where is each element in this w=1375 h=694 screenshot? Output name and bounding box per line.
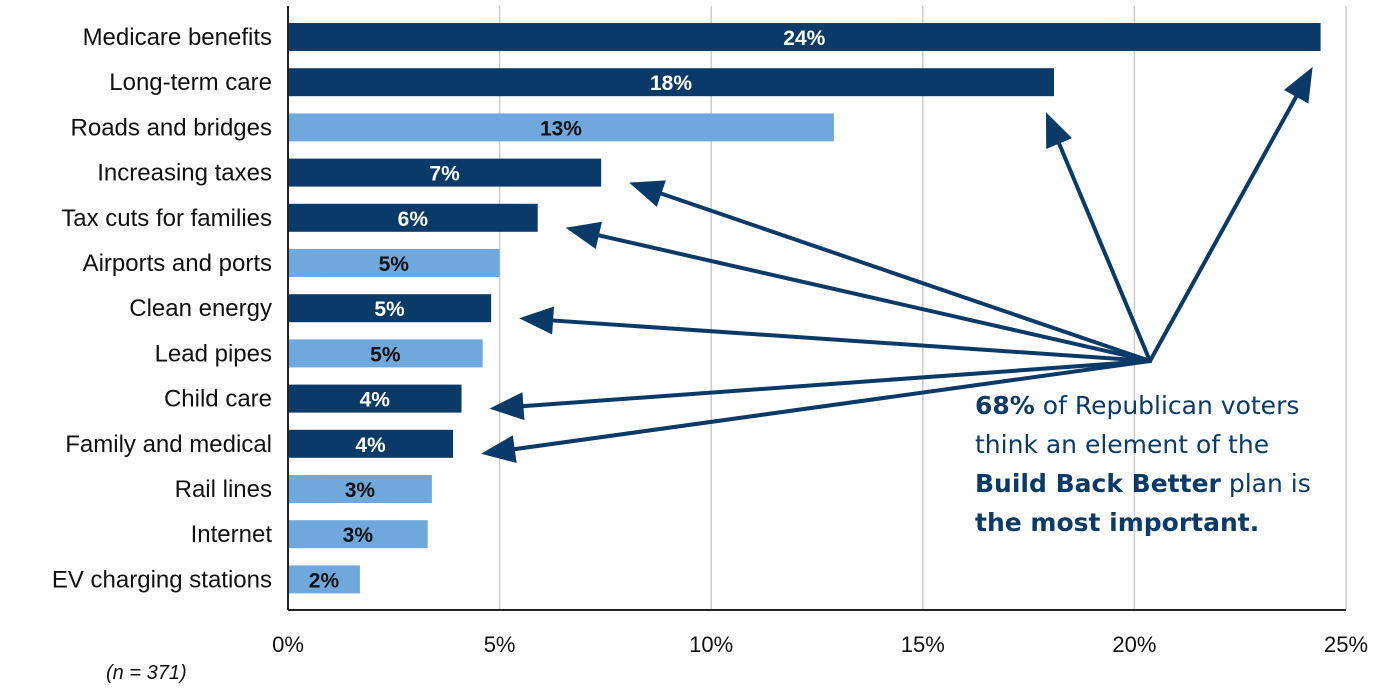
category-label: Family and medical [65,431,272,458]
bar-value-label: 3% [343,524,374,547]
bar-value-label: 18% [650,72,692,95]
category-label: Roads and bridges [71,114,272,141]
annotation-arrow-head [1045,112,1073,149]
annotation-arrow-head [489,392,525,421]
annotation-pct: 68% [975,391,1035,420]
bar-value-label: 5% [370,343,401,366]
bar [288,113,834,142]
category-label: Lead pipes [155,340,272,367]
bar [288,384,462,413]
annotation-arrows [481,67,1313,463]
annotation-emphasis: the most important. [975,508,1260,537]
x-tick-label: 15% [901,632,945,657]
bar [288,158,602,187]
bar [288,68,1054,97]
bar [288,23,1321,51]
bar-value-label: 24% [783,27,825,50]
annotation-plan-name: Build Back Better [975,469,1221,498]
category-label: Rail lines [175,476,272,503]
annotation-arrow-line [1052,130,1152,363]
annotation-text: 68% of Republican voters think an elemen… [975,386,1325,542]
annotation-arrow-head [629,180,666,207]
category-label: Medicare benefits [83,24,272,51]
bar [288,565,360,594]
category-label: Clean energy [129,295,272,322]
bar-value-label: 6% [398,208,429,231]
bar-value-label: 7% [429,163,460,186]
category-label: Long-term care [109,69,272,96]
annotation-text-2: plan is [1220,469,1311,498]
axes: 0% 5% 10% 15% 20% 25% Medicare benefits Long-te… [52,6,1368,657]
annotation-arrow-line [500,359,1152,453]
x-tick-label: 10% [689,632,733,657]
x-tick-label: 20% [1112,632,1156,657]
x-tick-label: 5% [484,632,516,657]
annotation-arrow-line [509,359,1152,410]
annotation-arrow-head [519,306,555,335]
bar [288,203,538,232]
bars: 24%18%13%7%6%5%5%5%4%4%3%3%2% [288,23,1321,594]
category-label: Child care [164,386,272,413]
bar [288,249,500,277]
category-label: EV charging stations [52,566,272,593]
bar-value-label: 4% [355,434,386,457]
annotation-arrow-line [647,187,1152,363]
bar-value-label: 13% [540,117,582,140]
annotation-arrow-head [481,435,517,463]
annotation-arrow-line [585,230,1152,363]
bar [288,429,454,458]
annotation-arrow-head [1283,67,1313,104]
bar [288,475,432,503]
bar [288,520,428,549]
annotation-arrow-line [539,317,1152,363]
bar-value-label: 5% [374,298,405,321]
bar-value-label: 2% [309,569,340,592]
bar [288,294,492,323]
category-label: Tax cuts for families [61,205,272,232]
bar-value-label: 4% [360,389,391,412]
bar-value-label: 5% [379,253,410,276]
x-tick-label: 25% [1324,632,1368,657]
annotation-arrow-head [565,221,602,250]
category-label: Airports and ports [83,250,272,277]
annotation-arrow-line [1148,84,1304,363]
bar-value-label: 3% [345,479,376,502]
bar [288,339,483,368]
sample-size-note: (n = 371) [106,662,187,684]
category-label: Internet [191,521,273,548]
x-tick-label: 0% [272,632,304,657]
category-label: Increasing taxes [97,160,272,187]
annotation-text-1: of Republican voters think an element of… [975,391,1300,459]
